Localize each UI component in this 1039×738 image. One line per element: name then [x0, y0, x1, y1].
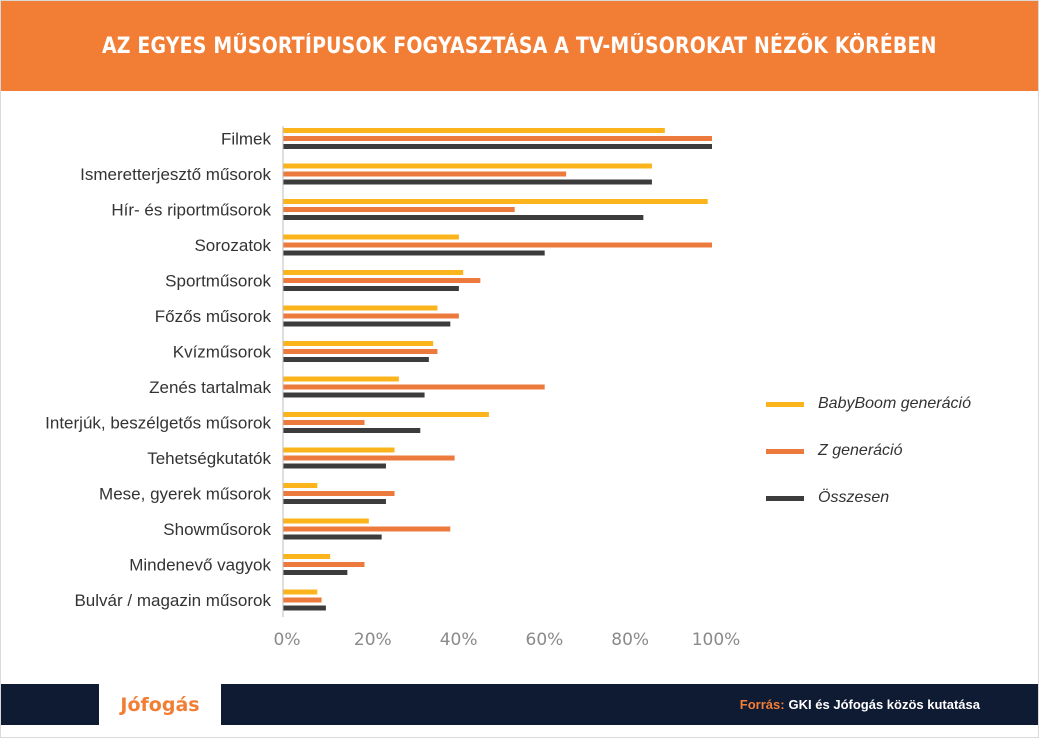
category-label: Showműsorok [163, 520, 271, 539]
bar-ismeretterjeszto-musorok-osszesen [283, 179, 652, 185]
bar-showmusorok-osszesen [283, 534, 382, 540]
category-group-interjuk-beszelgetos-musorok: Interjúk, beszélgetős műsorok [45, 412, 489, 433]
bar-sportmusorok-osszesen [283, 286, 459, 291]
bar-chart: Filmek Ismeretterjesztő műsorok Hír- és ri… [45, 126, 741, 650]
bar-hir-es-riportmusorok-osszesen [283, 215, 644, 220]
header-banner: AZ EGYES MŰSORTÍPUSOK FOGYASZTÁSA A TV-M… [1, 1, 1038, 91]
bar-mese-gyerek-musorok-osszesen [283, 499, 386, 504]
footer-bar: Jófogás Forrás: GKI és Jófogás közös kut… [1, 684, 1038, 725]
category-group-sorozatok: Sorozatok [194, 234, 712, 256]
bar-kvizmusorok-babyboom-generacio [283, 341, 434, 346]
category-label: Főzős műsorok [155, 307, 272, 326]
bar-fozos-musorok-z-generacio [283, 313, 459, 319]
bar-fozos-musorok-osszesen [283, 321, 451, 327]
category-group-tehetsegkutatok: Tehetségkutatók [147, 447, 455, 469]
chart-title: AZ EGYES MŰSORTÍPUSOK FOGYASZTÁSA A TV-M… [102, 33, 937, 59]
category-label: Mindenevő vagyok [129, 556, 271, 575]
bar-mindenevo-vagyok-osszesen [283, 570, 348, 575]
category-label: Kvízműsorok [173, 343, 272, 362]
x-tick-label: 20% [354, 630, 392, 650]
bar-hir-es-riportmusorok-z-generacio [283, 207, 515, 212]
bar-zenes-tartalmak-babyboom-generacio [283, 376, 399, 382]
bar-zenes-tartalmak-z-generacio [283, 384, 545, 390]
category-label: Interjúk, beszélgetős műsorok [45, 414, 271, 433]
x-tick-label: 60% [526, 630, 564, 650]
category-label: Sorozatok [194, 236, 271, 255]
category-label: Ismeretterjesztő műsorok [80, 165, 271, 184]
category-label: Zenés tartalmak [149, 378, 271, 397]
category-group-zenes-tartalmak: Zenés tartalmak [149, 376, 545, 398]
legend-item-babyboom: BabyBoom generáció [766, 392, 1026, 416]
bar-ismeretterjeszto-musorok-babyboom-generacio [283, 163, 652, 169]
chart-legend: BabyBoom generáció Z generáció Összesen [766, 392, 1026, 533]
category-group-showmusorok: Showműsorok [163, 518, 451, 540]
bar-fozos-musorok-babyboom-generacio [283, 305, 438, 311]
source-text: GKI és Jófogás közös kutatása [788, 697, 980, 712]
bar-filmek-z-generacio [283, 136, 712, 141]
bar-hir-es-riportmusorok-babyboom-generacio [283, 199, 708, 204]
category-group-kvizmusorok: Kvízműsorok [173, 341, 438, 362]
bar-zenes-tartalmak-osszesen [283, 392, 425, 398]
bar-kvizmusorok-osszesen [283, 357, 429, 362]
legend-item-z: Z generáció [766, 439, 1026, 463]
bar-tehetsegkutatok-babyboom-generacio [283, 447, 395, 453]
jofogas-logo: Jófogás [120, 693, 200, 716]
bar-interjuk-beszelgetos-musorok-osszesen [283, 428, 421, 433]
bar-tehetsegkutatok-osszesen [283, 463, 386, 469]
legend-label-z: Z generáció [818, 442, 903, 459]
category-label: Sportműsorok [165, 272, 271, 291]
legend-swatch-babyboom [766, 401, 804, 407]
bar-filmek-osszesen [283, 144, 712, 149]
source-credit: Forrás: GKI és Jófogás közös kutatása [740, 684, 980, 725]
category-group-mindenevo-vagyok: Mindenevő vagyok [129, 554, 365, 575]
legend-label-babyboom: BabyBoom generáció [818, 395, 971, 412]
bar-tehetsegkutatok-z-generacio [283, 455, 455, 461]
legend-swatch-total [766, 495, 804, 501]
bar-mese-gyerek-musorok-z-generacio [283, 491, 395, 496]
category-label: Tehetségkutatók [147, 449, 271, 468]
category-label: Mese, gyerek műsorok [99, 485, 271, 504]
bar-showmusorok-z-generacio [283, 526, 451, 532]
bar-kvizmusorok-z-generacio [283, 349, 438, 354]
bar-interjuk-beszelgetos-musorok-babyboom-generacio [283, 412, 489, 417]
legend-swatch-z [766, 448, 804, 454]
bar-showmusorok-babyboom-generacio [283, 518, 369, 524]
bar-filmek-babyboom-generacio [283, 128, 665, 133]
category-group-bulvar-magazin-musorok: Bulvár / magazin műsorok [74, 589, 326, 611]
bar-sorozatok-osszesen [283, 250, 545, 256]
category-label: Filmek [221, 130, 272, 149]
bar-mindenevo-vagyok-babyboom-generacio [283, 554, 331, 559]
category-group-ismeretterjeszto-musorok: Ismeretterjesztő műsorok [80, 163, 652, 185]
category-label: Hír- és riportműsorok [111, 201, 271, 220]
bar-interjuk-beszelgetos-musorok-z-generacio [283, 420, 365, 425]
category-group-hir-es-riportmusorok: Hír- és riportműsorok [111, 199, 708, 220]
bar-ismeretterjeszto-musorok-z-generacio [283, 171, 567, 177]
x-tick-label: 80% [611, 630, 649, 650]
legend-label-total: Összesen [818, 489, 890, 506]
category-group-filmek: Filmek [221, 128, 712, 149]
x-tick-label: 0% [274, 630, 301, 650]
bar-bulvar-magazin-musorok-osszesen [283, 605, 326, 611]
category-group-sportmusorok: Sportműsorok [165, 270, 481, 291]
bar-bulvar-magazin-musorok-babyboom-generacio [283, 589, 318, 595]
x-tick-label: 40% [440, 630, 478, 650]
x-tick-label: 100% [692, 630, 741, 650]
category-group-fozos-musorok: Főzős műsorok [155, 305, 459, 327]
bar-sportmusorok-z-generacio [283, 278, 481, 283]
bar-sportmusorok-babyboom-generacio [283, 270, 464, 275]
bar-mindenevo-vagyok-z-generacio [283, 562, 365, 567]
bar-mese-gyerek-musorok-babyboom-generacio [283, 483, 318, 488]
category-label: Bulvár / magazin műsorok [74, 591, 271, 610]
bar-bulvar-magazin-musorok-z-generacio [283, 597, 322, 603]
bar-sorozatok-babyboom-generacio [283, 234, 459, 240]
category-group-mese-gyerek-musorok: Mese, gyerek műsorok [99, 483, 395, 504]
logo-box: Jófogás [99, 684, 221, 725]
bar-sorozatok-z-generacio [283, 242, 712, 248]
legend-item-total: Összesen [766, 486, 1026, 510]
source-prefix: Forrás: [739, 697, 785, 712]
